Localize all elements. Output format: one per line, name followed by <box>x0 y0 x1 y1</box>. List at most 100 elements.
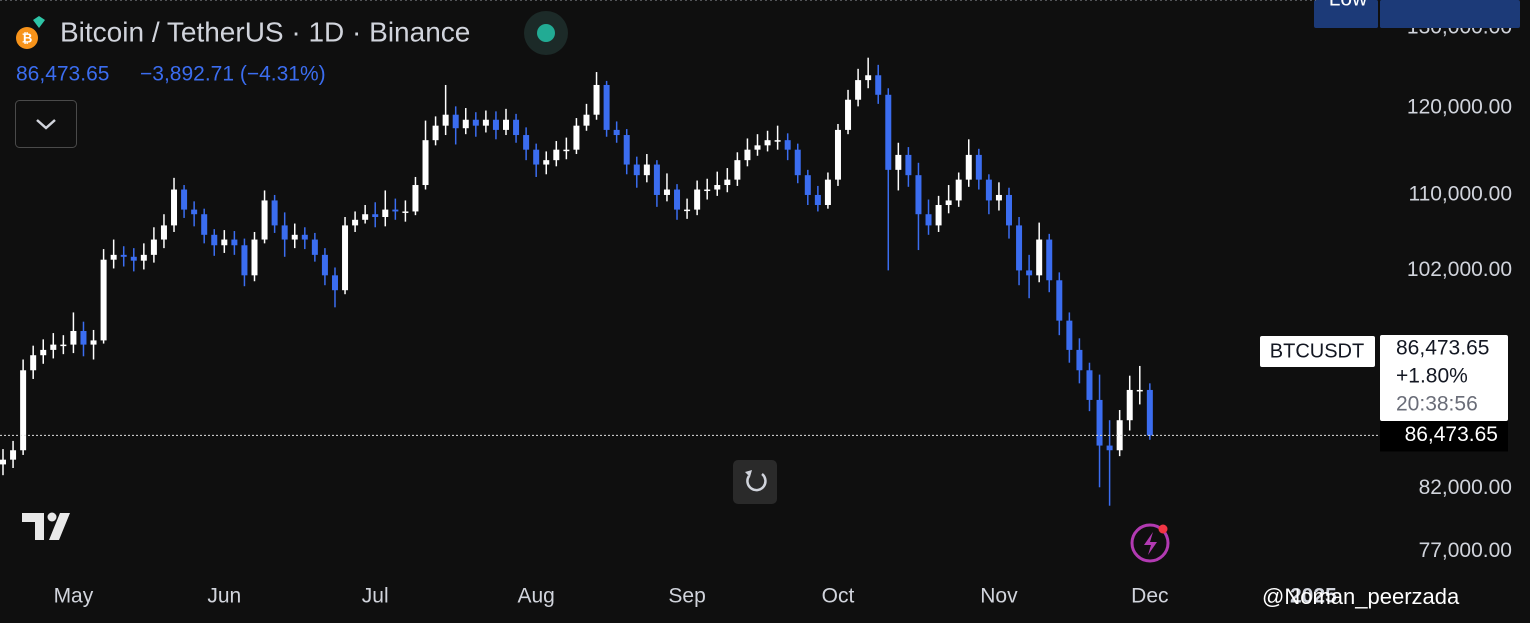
y-tick-label: 77,000.00 <box>1419 539 1512 562</box>
candle-body <box>704 189 711 192</box>
candle-body <box>734 160 741 180</box>
y-tick-label: 120,000.00 <box>1407 96 1512 119</box>
candle-body <box>875 75 882 95</box>
low-tag <box>1318 0 1378 28</box>
candle-body <box>583 114 590 126</box>
candle-body <box>191 209 198 215</box>
candle-body <box>90 340 97 345</box>
btc-icon <box>16 27 38 49</box>
candle-body <box>10 450 17 460</box>
candle-body <box>503 119 509 130</box>
candle-body <box>342 225 349 291</box>
candle-body <box>492 119 499 130</box>
candle-body <box>40 349 47 356</box>
candle-body <box>281 225 288 240</box>
candle-body <box>301 234 308 240</box>
alert-icon[interactable] <box>1130 523 1170 563</box>
candle-body <box>291 234 298 240</box>
candle-body <box>60 344 67 347</box>
y-tick-label: 110,000.00 <box>1408 183 1512 206</box>
candle-body <box>915 175 922 215</box>
candle-body <box>392 209 399 212</box>
candle-body <box>995 194 1002 201</box>
candle-body <box>955 179 962 201</box>
candle-body <box>422 140 429 186</box>
chart-title: Bitcoin / TetherUS · 1D · Binance <box>60 16 470 47</box>
y-tick-label: 82,000.00 <box>1419 476 1512 499</box>
last-price: 86,473.65 <box>16 63 109 86</box>
candle-body <box>110 254 117 260</box>
candle-body <box>472 119 479 126</box>
candle-body <box>1056 280 1063 321</box>
candle-body <box>352 219 359 226</box>
x-tick-label: Dec <box>1131 585 1168 608</box>
collapse-button[interactable] <box>15 100 77 148</box>
candle-body <box>331 275 338 291</box>
candle-body <box>181 189 188 210</box>
candle-body <box>603 84 610 130</box>
symbol-tag <box>1260 336 1375 367</box>
candle-body <box>684 209 691 212</box>
last-price-axis: 86,473.65 <box>1405 423 1498 446</box>
alert-badge <box>1158 524 1168 534</box>
candle-body <box>885 94 892 170</box>
candle-body <box>814 194 821 206</box>
candle-body <box>804 175 811 195</box>
candle-body <box>1136 389 1143 392</box>
candle-body <box>130 256 137 261</box>
year-label: 2025 <box>1290 585 1337 608</box>
candle-body <box>261 200 268 240</box>
candle-body <box>694 189 701 210</box>
candle-body <box>895 154 902 170</box>
candle-body <box>160 225 167 240</box>
candle-body <box>774 140 781 142</box>
x-tick-label: Sep <box>668 585 705 608</box>
x-tick-label: May <box>54 585 94 608</box>
candle-body <box>1116 420 1123 451</box>
candle-body <box>231 239 238 246</box>
low-price-tag <box>1380 0 1508 28</box>
candle-body <box>201 214 208 235</box>
candle-body <box>593 84 600 115</box>
candle-body <box>221 239 228 246</box>
candle-body <box>382 209 389 218</box>
candle-body <box>452 114 459 129</box>
candle-body <box>412 185 419 212</box>
candle-body <box>311 239 318 255</box>
plot-area <box>0 57 1153 506</box>
last-price-tag <box>1380 419 1508 452</box>
candle-body <box>754 145 761 150</box>
candle-body <box>402 211 409 213</box>
candle-body <box>533 149 540 165</box>
candle-body <box>975 154 982 180</box>
candle-body <box>935 205 942 226</box>
tv-logo <box>22 513 70 540</box>
candle-body <box>643 164 650 176</box>
candle-body <box>714 185 721 190</box>
candle-body <box>80 330 87 345</box>
candle-body <box>945 200 952 206</box>
candle-body <box>241 245 248 276</box>
reset-arrow <box>745 470 752 477</box>
candle-body <box>1146 389 1153 436</box>
candle-body <box>482 119 489 126</box>
candle-body <box>362 214 369 220</box>
candle-body <box>1016 225 1023 271</box>
candle-body <box>211 234 218 246</box>
candle-body <box>985 179 992 201</box>
candle-body <box>251 239 258 276</box>
candle-body <box>50 344 57 350</box>
candle-body <box>432 125 439 141</box>
reset-button[interactable] <box>733 460 777 504</box>
reset-icon <box>746 473 767 492</box>
candle-body <box>140 254 147 261</box>
x-tick-label: Aug <box>517 585 554 608</box>
candle-body <box>1026 270 1033 276</box>
candle-body <box>1066 320 1073 350</box>
candle-body <box>543 160 550 165</box>
candle-body <box>855 80 862 100</box>
price-change: −3,892.71 (−4.31%) <box>140 63 326 86</box>
